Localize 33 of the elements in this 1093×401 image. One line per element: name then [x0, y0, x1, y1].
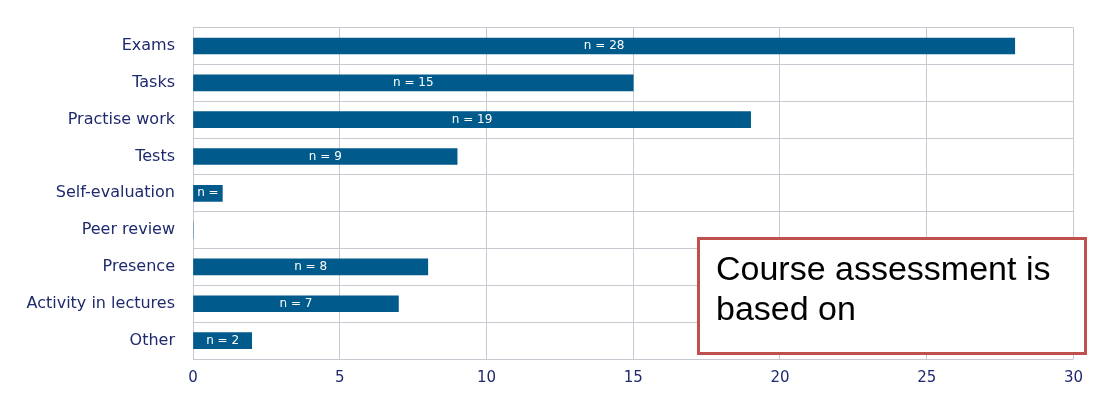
- y-tick-label: Exams: [121, 35, 175, 55]
- data-label: n = 28: [583, 38, 625, 53]
- bar: [193, 111, 751, 128]
- data-label: n = 9: [308, 148, 342, 163]
- data-label: n = 19: [451, 111, 493, 126]
- x-tick-label: 20: [770, 367, 790, 386]
- y-tick-label: Presence: [102, 256, 175, 276]
- y-tick-label: Practise work: [67, 108, 176, 128]
- y-tick-label: Activity in lectures: [26, 292, 175, 312]
- data-label: n = 7: [279, 295, 313, 310]
- x-tick-label: 0: [188, 367, 198, 386]
- data-label: n = 2: [206, 332, 240, 347]
- x-tick-label: 15: [623, 367, 643, 386]
- bar: [193, 148, 458, 165]
- y-tick-label: Self-evaluation: [55, 182, 175, 202]
- x-tick-label: 25: [917, 367, 937, 386]
- x-tick-label: 30: [1063, 367, 1083, 386]
- bar: [193, 37, 1016, 55]
- data-label: n = 15: [393, 74, 434, 89]
- bar: [193, 258, 429, 276]
- bar: [193, 184, 223, 202]
- x-tick-label: 10: [476, 367, 497, 386]
- bar: [193, 332, 253, 349]
- bar: [193, 295, 399, 313]
- y-tick-label: Tasks: [131, 71, 175, 91]
- text: Course assessment is based on: [697, 237, 1087, 355]
- y-tick-label: Other: [129, 329, 176, 349]
- y-tick-label: Peer review: [81, 219, 175, 239]
- y-tick-label: Tests: [134, 145, 175, 165]
- x-tick-label: 5: [334, 367, 345, 386]
- data-label: n =: [197, 185, 219, 200]
- bar: [193, 74, 634, 92]
- data-label: n = 8: [294, 259, 328, 274]
